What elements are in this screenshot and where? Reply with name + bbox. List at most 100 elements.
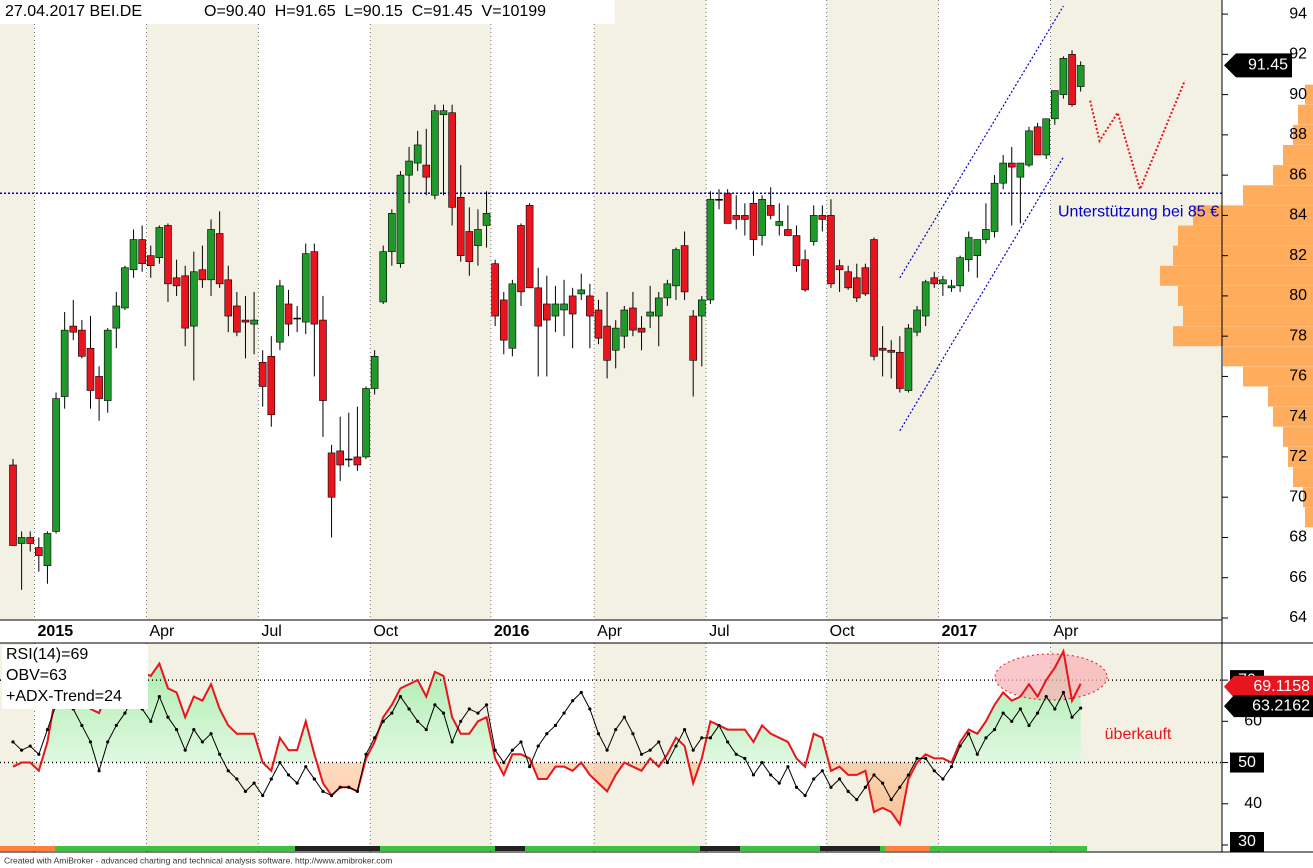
obv-point [924,756,928,761]
candle-body [835,265,844,271]
obv-point [863,785,867,789]
obv-point [648,748,652,752]
candle-body [784,229,792,236]
volume-profile-bar [1178,225,1313,246]
obv-point [433,703,437,707]
obv-point [769,773,773,777]
candle-body [1025,130,1033,166]
candle-body [534,287,543,327]
candle-body [422,164,431,178]
obv-point [338,785,342,789]
obv-point [243,789,248,794]
y-tick-label: 80 [1289,287,1307,304]
obv-point [174,727,179,732]
obv-point [278,760,282,765]
candle-body [586,295,594,317]
obv-point [476,711,480,715]
indicator-line [12,648,1082,827]
candle-body [732,215,741,220]
y-tick-label: 92 [1289,46,1307,63]
obv-point [829,785,833,789]
volume-profile-bar [1173,245,1313,266]
obv-point [984,736,988,740]
obv-point [1044,694,1048,699]
candle-body [887,349,896,353]
candle-body [267,355,276,415]
y-tick-label: 64 [1289,609,1307,626]
candle-body [672,249,680,287]
obv-point [622,715,626,719]
footer: Created with AmiBroker - advanced charti… [4,855,392,865]
candle-body [852,277,861,299]
volume-profile-bar [1305,507,1313,528]
obv-point [441,711,446,715]
trend-channel [899,5,1064,279]
candle-body [370,355,379,389]
volume-profile-bar [1293,124,1313,145]
obv-point [510,748,514,752]
obv-point [467,707,471,711]
candle-body [78,329,86,357]
obv-point [536,744,540,748]
candle-body [284,303,293,325]
overlay-layer: 2015 Apr Jul Oct 2016 Apr Jul Oct 2017 Apr 64 66 68 7… [11,5,1313,852]
obv-point [941,777,945,781]
obv-point [665,760,669,765]
candle-body [654,297,663,317]
candle-body [947,285,956,289]
x-tick-label: 2017 [942,623,978,640]
candle-body [69,325,78,333]
y-tick-box [1230,752,1264,773]
candle-body [396,174,405,265]
y-tick-label: 74 [1289,408,1307,425]
obv-point [347,785,351,789]
obv-point [493,748,497,752]
candle-body [904,327,913,391]
candle-body [405,160,413,176]
obv-point [11,740,15,744]
candle-body [319,319,327,401]
obv-point [820,769,824,773]
obv-point [700,736,704,740]
candle-body [878,347,887,351]
x-tick-label: Apr [149,623,175,640]
obv-point [80,723,84,728]
obv-point [381,719,385,723]
candle-body [413,144,422,164]
obv-point [657,740,661,744]
obv-point [459,719,463,723]
candle-body [646,311,654,317]
y-tick-label: 84 [1289,207,1307,224]
candle-body [146,255,155,267]
y-tick-label: 76 [1289,368,1307,385]
obv-point [209,732,213,736]
candle-body [224,279,233,317]
volume-profile-bar [1173,326,1313,347]
candle-body [809,215,818,242]
y-tick-label: 72 [1289,448,1307,465]
obv-point [390,711,394,715]
obv-point [97,769,101,773]
adx-segment [295,846,380,851]
obv-point [889,798,893,802]
obv-point [1053,707,1057,711]
y-tick-label: 86 [1289,166,1307,183]
quarter-band [146,0,259,620]
candle-body [964,237,973,260]
obv-point [519,740,523,744]
candle-body [474,229,482,246]
candle-body [1016,162,1025,178]
candle-body [594,309,603,339]
obv-point [846,789,850,794]
obv-point [812,777,816,781]
candle-body [844,271,852,289]
obv-point [571,699,575,703]
quarter-band [594,643,707,852]
obv-point [45,727,50,732]
obv-point [286,773,291,777]
obv-point [639,752,644,756]
x-tick-label: Oct [373,623,398,640]
volume-profile-bar [1193,205,1313,226]
obv-point [708,736,713,740]
